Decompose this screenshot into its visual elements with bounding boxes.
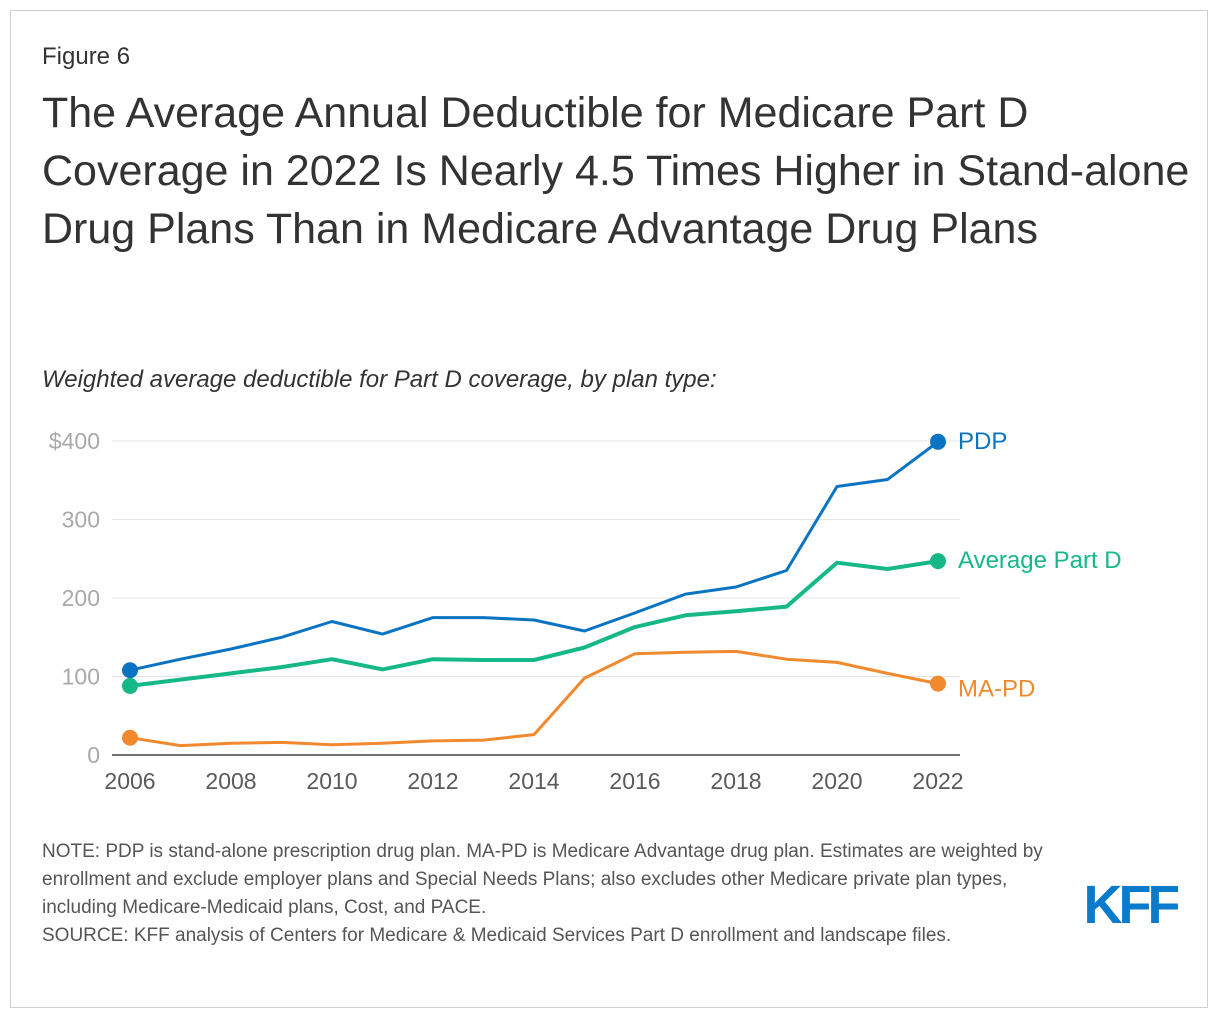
series-lines [122,433,946,748]
series-end-point-ma-pd [930,675,946,692]
y-tick-label: $400 [49,428,100,454]
x-tick-label: 2008 [205,768,256,794]
series-line-average-part-d [128,559,940,688]
series-label-average-part-d: Average Part D [958,547,1122,574]
y-tick-label: 0 [87,742,100,768]
series-start-point-average-part-d [122,677,138,694]
chart-notes: NOTE: PDP is stand-alone prescription dr… [42,838,1062,950]
series-label-pdp: PDP [958,428,1007,455]
figure-frame [10,10,1208,1008]
source-text: SOURCE: KFF analysis of Centers for Medi… [42,925,952,946]
series-end-point-pdp [930,433,946,450]
x-tick-label: 2012 [407,768,458,794]
gridlines [112,440,960,756]
figure-label: Figure 6 [42,43,131,70]
x-tick-label: 2010 [306,768,357,794]
x-axis: 2006 2008 2010 2012 2014 2016 2018 2020 2022 [104,768,963,794]
x-tick-label: 2006 [104,768,155,794]
y-tick-label: 300 [62,507,100,533]
x-tick-label: 2022 [912,768,963,794]
kff-logo: KFF [1084,877,1178,929]
chart-title: The Average Annual Deductible for Medica… [42,89,1190,253]
series-start-point-pdp [122,662,138,679]
x-tick-label: 2014 [508,768,559,794]
y-tick-label: 100 [62,664,100,690]
x-tick-label: 2020 [811,768,862,794]
y-tick-label: 200 [62,585,100,611]
series-line-ma-pd [128,649,940,748]
series-labels: PDP Average Part D MA-PD [958,428,1122,703]
kff-logo-text: KFF [1084,877,1178,929]
y-axis: 0 100 200 300 $400 [49,428,100,768]
series-start-point-ma-pd [122,729,138,746]
x-tick-label: 2018 [710,768,761,794]
series-end-point-average-part-d [930,553,946,570]
x-tick-label: 2016 [609,768,660,794]
series-label-ma-pd: MA-PD [958,676,1035,703]
chart-subtitle: Weighted average deductible for Part D c… [42,366,717,393]
series-line-pdp [128,440,940,672]
note-text: NOTE: PDP is stand-alone prescription dr… [42,841,1043,918]
